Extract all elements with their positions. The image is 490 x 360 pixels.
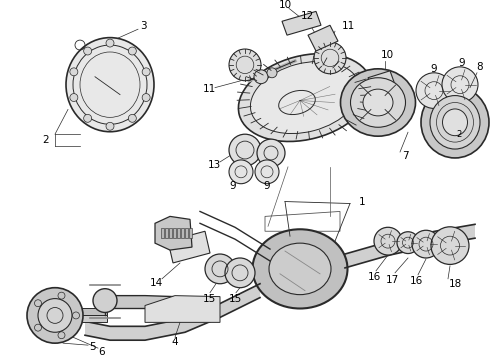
Circle shape xyxy=(314,42,346,74)
Bar xyxy=(161,228,164,238)
Circle shape xyxy=(374,227,402,255)
Ellipse shape xyxy=(341,69,416,136)
Circle shape xyxy=(142,68,150,76)
Text: 17: 17 xyxy=(385,275,399,285)
Text: 18: 18 xyxy=(448,279,462,289)
Text: 2: 2 xyxy=(43,135,49,145)
Text: 9: 9 xyxy=(431,64,437,74)
Circle shape xyxy=(267,68,277,78)
Circle shape xyxy=(84,114,92,122)
Circle shape xyxy=(106,122,114,130)
Ellipse shape xyxy=(250,62,360,134)
Circle shape xyxy=(229,49,261,81)
Ellipse shape xyxy=(252,229,347,309)
Text: 12: 12 xyxy=(300,11,314,21)
Text: 10: 10 xyxy=(278,0,292,10)
Text: 15: 15 xyxy=(202,294,216,303)
Bar xyxy=(185,228,188,238)
Bar xyxy=(55,309,107,315)
Polygon shape xyxy=(282,12,321,35)
Bar xyxy=(173,228,176,238)
Circle shape xyxy=(27,288,83,343)
Circle shape xyxy=(128,47,136,55)
Circle shape xyxy=(70,68,78,76)
Bar xyxy=(181,228,184,238)
Circle shape xyxy=(225,258,255,288)
Circle shape xyxy=(254,70,268,84)
Polygon shape xyxy=(345,224,475,268)
Text: 15: 15 xyxy=(228,294,242,303)
Circle shape xyxy=(205,254,235,284)
Ellipse shape xyxy=(269,243,331,294)
Polygon shape xyxy=(155,216,192,250)
Text: 14: 14 xyxy=(149,278,163,288)
Circle shape xyxy=(229,160,253,184)
Circle shape xyxy=(416,73,452,108)
Text: 7: 7 xyxy=(402,151,408,161)
Circle shape xyxy=(70,94,78,102)
Polygon shape xyxy=(85,284,260,340)
Circle shape xyxy=(257,139,285,167)
Circle shape xyxy=(93,289,117,312)
Text: 4: 4 xyxy=(172,337,178,347)
Circle shape xyxy=(412,230,440,258)
Circle shape xyxy=(431,227,469,265)
Text: 9: 9 xyxy=(459,58,466,68)
Bar xyxy=(165,228,168,238)
Polygon shape xyxy=(168,231,210,263)
Text: 16: 16 xyxy=(368,272,381,282)
Ellipse shape xyxy=(363,89,393,116)
Text: 13: 13 xyxy=(207,160,220,170)
Ellipse shape xyxy=(442,109,467,136)
Circle shape xyxy=(442,67,478,103)
Text: 11: 11 xyxy=(202,84,216,94)
Polygon shape xyxy=(308,25,338,51)
Text: 3: 3 xyxy=(140,21,147,31)
Bar xyxy=(189,228,192,238)
Text: 8: 8 xyxy=(477,62,483,72)
Text: 11: 11 xyxy=(342,21,355,31)
Ellipse shape xyxy=(430,95,480,149)
Text: 6: 6 xyxy=(98,347,105,357)
Bar xyxy=(177,228,180,238)
Text: 5: 5 xyxy=(89,342,96,352)
Circle shape xyxy=(128,114,136,122)
Polygon shape xyxy=(105,296,175,310)
Bar xyxy=(169,228,172,238)
Circle shape xyxy=(106,39,114,47)
Circle shape xyxy=(84,47,92,55)
Ellipse shape xyxy=(350,78,406,127)
Circle shape xyxy=(229,134,261,166)
Ellipse shape xyxy=(239,54,371,141)
Text: 1: 1 xyxy=(359,197,366,207)
Circle shape xyxy=(142,94,150,102)
Text: 16: 16 xyxy=(409,276,423,286)
Circle shape xyxy=(397,232,419,253)
Circle shape xyxy=(255,160,279,184)
Text: 2: 2 xyxy=(456,130,462,139)
Polygon shape xyxy=(145,296,220,322)
Text: 9: 9 xyxy=(264,181,270,191)
Ellipse shape xyxy=(421,87,489,158)
Text: 10: 10 xyxy=(380,50,393,60)
Circle shape xyxy=(38,298,72,332)
Ellipse shape xyxy=(66,38,154,132)
Text: 9: 9 xyxy=(230,181,236,191)
Bar xyxy=(55,315,107,322)
Polygon shape xyxy=(368,71,395,91)
